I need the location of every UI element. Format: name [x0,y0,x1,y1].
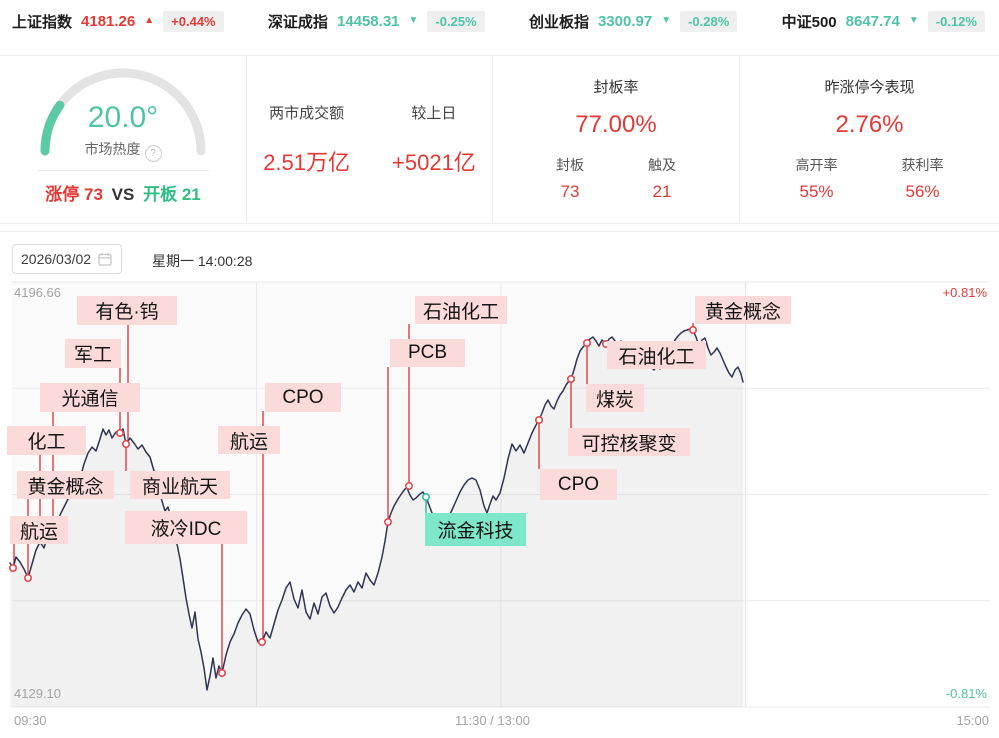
seal-rate-value: 77.00% [575,111,657,138]
index-quote-3[interactable]: 中证500 8647.74 ▼ -0.12% [781,10,985,32]
sector-label[interactable]: CPO [265,383,341,412]
sector-label[interactable]: 流金科技 [425,513,526,546]
intraday-chart-panel: 2026/03/02 星期一 14:00:28 有色·钨 军工 光通信 化工 黄金概念航… [0,231,999,738]
sector-label[interactable]: 液冷IDC [125,511,247,544]
y-axis-top-label: 4196.66 [14,285,61,300]
sector-label[interactable]: 航运 [10,516,68,544]
index-quote-0[interactable]: 上证指数 4181.26 ▲ +0.44% [12,10,224,32]
arrow-down-icon: ▼ [908,15,919,26]
index-value: 4181.26 [81,12,136,30]
arrow-down-icon: ▼ [408,15,419,26]
sector-label[interactable]: 黄金概念 [17,471,114,499]
index-name: 深证成指 [267,13,328,31]
index-value: 3300.97 [597,12,653,30]
sector-label[interactable]: 光通信 [40,383,140,412]
gauge-arc [40,68,206,156]
yesterday-limit-up-section: 昨涨停今表现 2.76% 高开率 55% 获利率 56% [740,56,999,223]
turnover-vs-yesterday: 较上日 +5021亿 [392,105,476,175]
x-axis-noon-label: 11:30 / 13:00 [455,713,530,728]
arrow-down-icon: ▼ [661,15,672,26]
high-open-rate: 高开率 55% [795,157,838,201]
sector-label[interactable]: 黄金概念 [695,296,791,324]
pct-bottom-label: -0.81% [945,686,987,701]
date-value: 2026/03/02 [21,251,92,267]
turnover-total: 两市成交额 2.51万亿 [263,105,351,175]
sector-label[interactable]: 煤炭 [586,384,644,412]
pct-top-label: +0.81% [942,285,987,300]
sector-label[interactable]: 军工 [65,339,121,368]
index-name: 创业板指 [528,13,589,31]
index-value: 14458.31 [336,12,400,30]
turnover-section: 两市成交额 2.51万亿 较上日 +5021亿 [247,56,493,223]
calendar-icon[interactable] [98,252,112,266]
index-change-badge: -0.28% [680,10,738,32]
x-axis-close-label: 15:00 [956,713,989,728]
sector-label[interactable]: 可控核聚变 [568,428,690,456]
y-axis-bottom-label: 4129.10 [14,686,61,701]
market-heat-value: 20.0° [87,101,159,134]
sector-label[interactable]: 石油化工 [415,296,507,324]
market-heat-gauge: 20.0° 市场热度? [33,63,213,163]
sector-label[interactable]: CPO [540,469,617,500]
index-quote-2[interactable]: 创业板指 3300.97 ▼ -0.28% [528,10,738,32]
date-picker[interactable]: 2026/03/02 [12,244,122,274]
sector-label[interactable]: 石油化工 [607,341,706,369]
sector-label[interactable]: 有色·钨 [77,296,177,325]
profit-rate: 获利率 56% [901,157,944,201]
question-circle-icon[interactable]: ? [144,145,162,162]
divider [37,170,209,171]
sector-label[interactable]: 化工 [7,426,86,455]
index-ticker-bar: 上证指数 4181.26 ▲ +0.44% 深证成指 14458.31 ▼ -0.25% 创业板… [12,0,985,42]
sector-label[interactable]: 航运 [218,426,280,454]
index-change-badge: +0.44% [163,10,224,32]
sector-label[interactable]: PCB [390,339,465,367]
index-quote-1[interactable]: 深证成指 14458.31 ▼ -0.25% [267,10,485,32]
market-heat-label: 市场热度? [33,139,213,162]
touched-count: 触及 21 [648,157,676,201]
index-name: 上证指数 [12,13,73,31]
seal-rate-section: 封板率 77.00% 封板 73 触及 21 [493,56,740,223]
yesterday-title: 昨涨停今表现 [824,79,915,96]
weekday-time: 星期一 14:00:28 [152,253,253,269]
index-change-badge: -0.12% [927,10,985,32]
seal-rate-title: 封板率 [593,79,639,96]
market-stats-panel: 20.0° 市场热度? 涨停 73 VS 开板 21 两市成交额 2.51万亿 … [0,55,999,224]
index-name: 中证500 [781,13,837,31]
sealed-count: 封板 73 [556,157,584,201]
sector-label[interactable]: 商业航天 [130,471,230,499]
index-change-badge: -0.25% [427,10,485,32]
index-value: 8647.74 [845,12,900,30]
market-heat-section: 20.0° 市场热度? 涨停 73 VS 开板 21 [0,56,247,223]
yesterday-value: 2.76% [835,111,904,138]
limit-up-vs-open: 涨停 73 VS 开板 21 [45,185,201,204]
x-axis-open-label: 09:30 [14,713,47,728]
arrow-up-icon: ▲ [144,15,155,26]
